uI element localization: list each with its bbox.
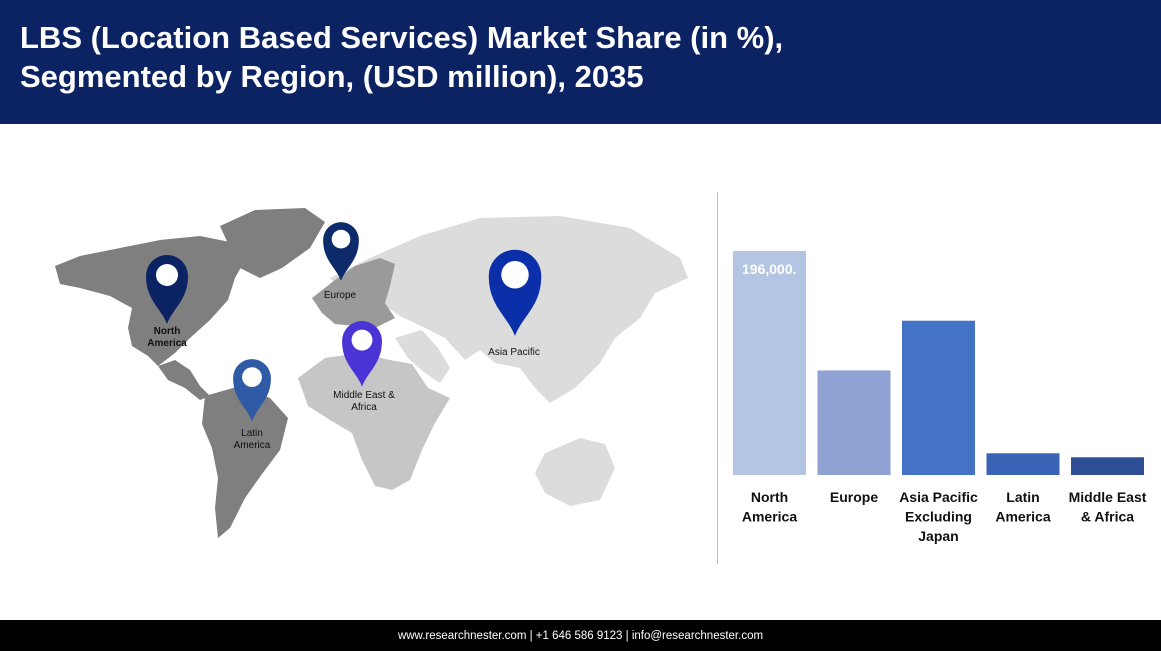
map-africa — [298, 353, 450, 490]
pin-center-dot — [501, 261, 529, 289]
panel-divider — [717, 192, 718, 564]
bar-chart: 196,000. North America Europe Asia Pacific E… — [733, 251, 1147, 544]
map-north-america — [55, 236, 245, 366]
pin-north-america — [146, 255, 188, 324]
data-label-0: 196,000. — [742, 261, 797, 277]
category-label-0: North — [751, 489, 788, 505]
title-line-1: LBS (Location Based Services) Market Sha… — [20, 20, 784, 55]
bar-2 — [902, 320, 975, 475]
footer-email[interactable]: info@researchnester.com — [631, 629, 764, 642]
bar-3 — [986, 453, 1060, 475]
footer-separator-1: | — [526, 629, 536, 642]
chart-category-labels: North America Europe Asia Pacific Excluding J… — [742, 489, 1147, 544]
footer-separator-2: | — [622, 629, 632, 642]
category-label-2: Asia Pacific — [899, 489, 978, 505]
pin-label-middle-east-africa: Africa — [351, 402, 377, 413]
pin-label-latin-america: America — [234, 440, 271, 451]
chart-bars: 196,000. — [733, 251, 1144, 475]
bar-1 — [817, 370, 891, 475]
category-label-3: Latin — [1006, 489, 1039, 505]
category-label-1: Europe — [830, 489, 878, 505]
map-australia — [535, 438, 615, 506]
pin-center-dot — [351, 329, 373, 351]
category-label-3: America — [995, 509, 1050, 525]
page-title: LBS (Location Based Services) Market Sha… — [20, 18, 783, 96]
pin-middle-east-africa — [342, 321, 382, 387]
pin-center-dot — [156, 264, 178, 286]
footer-bar: www.researchnester.com | +1 646 586 9123… — [0, 620, 1161, 651]
bar-0 — [733, 251, 806, 475]
pin-europe — [323, 222, 359, 281]
pin-asia-pacific — [488, 249, 542, 336]
map-greenland — [220, 208, 325, 278]
map-south-america — [202, 386, 288, 538]
pin-latin-america — [233, 359, 271, 422]
pin-center-dot — [242, 367, 262, 387]
category-label-2: Japan — [918, 528, 958, 544]
category-label-4: & Africa — [1081, 509, 1134, 525]
footer-phone[interactable]: +1 646 586 9123 — [535, 629, 623, 642]
category-label-4: Middle East — [1069, 489, 1147, 505]
map-central-america — [158, 360, 210, 400]
footer-website[interactable]: www.researchnester.com — [397, 629, 527, 642]
pin-label-middle-east-africa: Middle East & — [333, 390, 395, 401]
category-label-0: America — [742, 509, 797, 525]
pin-label-latin-america: Latin — [241, 428, 263, 439]
category-label-2: Excluding — [905, 509, 972, 525]
map-europe — [312, 258, 395, 328]
pin-label-europe: Europe — [324, 290, 357, 301]
map-middle-east — [395, 330, 450, 383]
title-line-2: Segmented by Region, (USD million), 2035 — [20, 59, 644, 94]
header-banner: LBS (Location Based Services) Market Sha… — [0, 0, 1161, 124]
world-map-highlight — [55, 208, 395, 538]
pin-center-dot — [331, 229, 351, 249]
bar-4 — [1071, 457, 1144, 475]
pin-label-north-america: America — [147, 338, 187, 349]
pin-label-asia-pacific: Asia Pacific — [488, 347, 540, 358]
pin-label-north-america: North — [154, 326, 181, 337]
